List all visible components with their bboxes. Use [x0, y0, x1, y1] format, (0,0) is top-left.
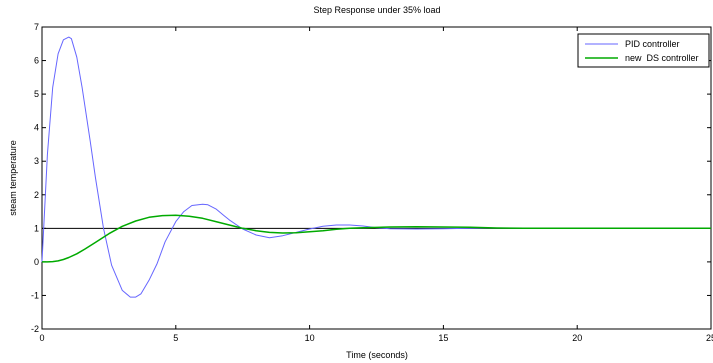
x-tick-label: 0 — [39, 333, 44, 343]
x-axis-tick-labels: 0 5 10 15 20 25 — [39, 333, 713, 343]
y-tick-label: 7 — [34, 22, 39, 32]
x-tick-label: 15 — [438, 333, 448, 343]
series-line-pid — [41, 36, 711, 298]
chart-title: Step Response under 35% load — [313, 5, 440, 15]
series-line-ds — [42, 214, 711, 263]
y-axis-title: steam temperature — [8, 140, 18, 216]
x-tick-label: 5 — [173, 333, 178, 343]
y-tick-label: 5 — [34, 89, 39, 99]
y-tick-label: -1 — [31, 290, 39, 300]
x-tick-label: 10 — [305, 333, 315, 343]
plot-area — [41, 26, 712, 330]
series-lines — [41, 36, 711, 298]
y-tick-label: 6 — [34, 56, 39, 66]
y-axis-tick-labels: -2 -1 0 1 2 3 4 5 6 7 — [31, 22, 39, 334]
y-tick-label: 0 — [34, 257, 39, 267]
x-axis-title: Time (seconds) — [346, 350, 408, 360]
y-tick-label: -2 — [31, 324, 39, 334]
y-tick-label: 3 — [34, 156, 39, 166]
legend: PID controller new DS controller — [577, 33, 710, 68]
x-tick-label: 20 — [572, 333, 582, 343]
axis-ticks — [41, 26, 712, 330]
legend-label-ds: new DS controller — [625, 53, 699, 63]
x-tick-label: 25 — [706, 333, 713, 343]
legend-label-pid: PID controller — [625, 39, 680, 49]
y-tick-label: 1 — [34, 223, 39, 233]
y-tick-label: 4 — [34, 123, 39, 133]
y-tick-label: 2 — [34, 190, 39, 200]
legend-box — [577, 33, 710, 68]
